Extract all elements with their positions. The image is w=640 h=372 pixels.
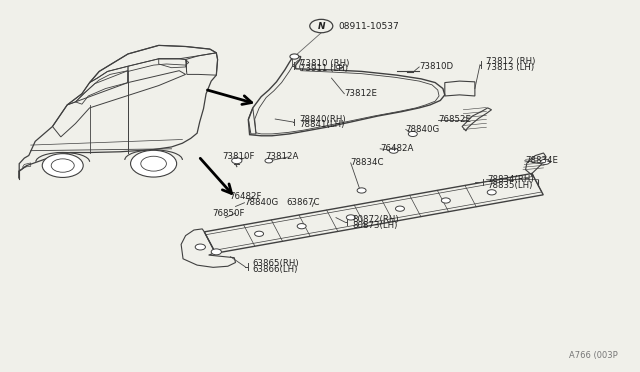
Circle shape: [336, 65, 342, 69]
Text: 76852E: 76852E: [438, 115, 472, 124]
Circle shape: [396, 206, 404, 211]
Circle shape: [211, 249, 221, 255]
Circle shape: [255, 231, 264, 236]
Text: 76482A: 76482A: [380, 144, 413, 153]
Circle shape: [265, 158, 273, 163]
Circle shape: [232, 158, 242, 164]
Text: 78834C: 78834C: [351, 158, 384, 167]
Text: 78840G: 78840G: [244, 198, 279, 207]
Text: 78834E: 78834E: [525, 156, 558, 165]
Circle shape: [442, 198, 451, 203]
Text: 76850F: 76850F: [212, 209, 245, 218]
Text: 78840(RH): 78840(RH): [300, 115, 346, 124]
Text: 78834(RH): 78834(RH): [488, 175, 534, 184]
Circle shape: [51, 159, 74, 172]
Text: A766 (003P: A766 (003P: [569, 351, 618, 360]
Circle shape: [195, 244, 205, 250]
Text: 73810F: 73810F: [223, 153, 255, 161]
Text: 78841(LH): 78841(LH): [300, 120, 345, 129]
Circle shape: [131, 150, 177, 177]
Circle shape: [290, 54, 299, 59]
Circle shape: [357, 188, 366, 193]
Text: 73911 (LH): 73911 (LH): [300, 64, 348, 73]
Text: 63865(RH): 63865(RH): [253, 259, 300, 268]
Text: 80873(LH): 80873(LH): [352, 221, 397, 230]
Text: 73810D: 73810D: [419, 62, 453, 71]
Circle shape: [346, 215, 355, 220]
Circle shape: [297, 224, 306, 229]
Text: 08911-10537: 08911-10537: [338, 22, 399, 31]
Text: 63867C: 63867C: [287, 198, 320, 207]
Circle shape: [408, 131, 417, 137]
Text: 80872(RH): 80872(RH): [352, 215, 399, 224]
Circle shape: [42, 154, 83, 177]
Circle shape: [310, 19, 333, 33]
Text: 73813 (LH): 73813 (LH): [486, 63, 534, 72]
Circle shape: [487, 190, 496, 195]
Text: 76482F: 76482F: [229, 192, 262, 201]
Text: 78835(LH): 78835(LH): [488, 181, 533, 190]
Text: 63866(LH): 63866(LH): [253, 265, 298, 274]
Text: 73810 (RH): 73810 (RH): [300, 59, 349, 68]
Circle shape: [141, 156, 166, 171]
Circle shape: [389, 148, 398, 153]
Text: 73812 (RH): 73812 (RH): [486, 57, 536, 66]
Text: N: N: [317, 22, 325, 31]
Text: 78840G: 78840G: [406, 125, 440, 134]
Text: 73812A: 73812A: [266, 153, 299, 161]
Circle shape: [541, 159, 550, 164]
Text: 73812E: 73812E: [344, 89, 378, 98]
